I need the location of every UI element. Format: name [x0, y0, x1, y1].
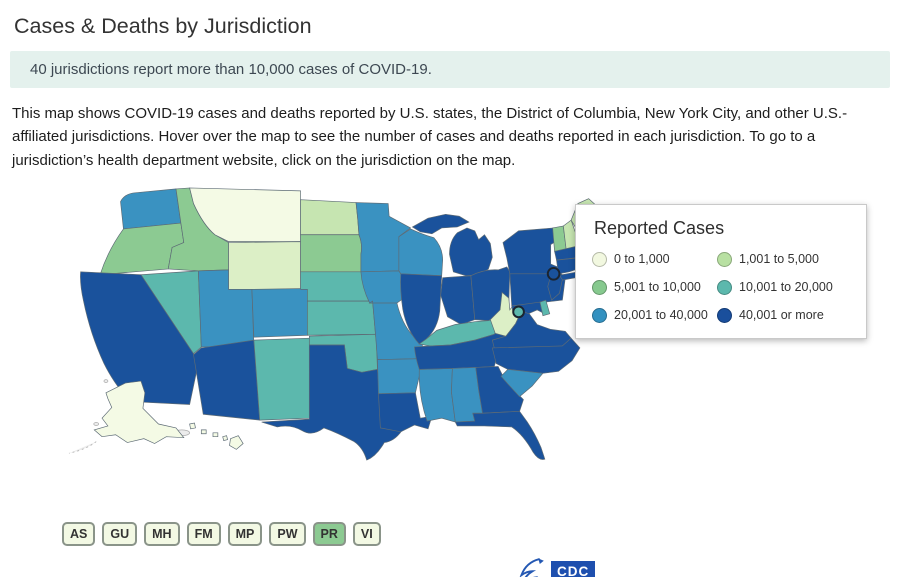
state-missouri[interactable]: [368, 300, 424, 360]
marker-district-of-columbia[interactable]: [512, 305, 525, 318]
legend-item-0: 0 to 1,000: [592, 251, 717, 267]
legend-swatch-icon: [592, 279, 607, 295]
state-georgia[interactable]: [475, 365, 524, 414]
state-wisconsin[interactable]: [398, 228, 444, 276]
state-alaska[interactable]: [93, 380, 185, 444]
legend-swatch-icon: [592, 307, 607, 323]
state-washington[interactable]: [120, 188, 182, 230]
state-michigan-up[interactable]: [411, 213, 470, 234]
map-legend: Reported Cases 0 to 1,000 1,001 to 5,000 5…: [575, 203, 867, 339]
legend-item-label: 40,001 or more: [739, 308, 824, 323]
legend-swatch-icon: [717, 279, 732, 295]
state-hawaii[interactable]: [200, 429, 207, 434]
territory-button-as[interactable]: AS: [62, 521, 96, 546]
state-arkansas[interactable]: [377, 358, 424, 394]
legend-swatch-icon: [592, 251, 607, 267]
state-colorado[interactable]: [251, 287, 308, 338]
state-louisiana[interactable]: [378, 392, 433, 432]
legend-item-label: 1,001 to 5,000: [739, 252, 819, 267]
cdc-logo: CDC: [515, 556, 596, 577]
legend-item-2: 5,001 to 10,000: [592, 279, 717, 295]
legend-item-label: 0 to 1,000: [614, 252, 670, 267]
state-arizona[interactable]: [193, 339, 261, 421]
small-islands: [93, 421, 100, 426]
state-michigan[interactable]: [449, 227, 493, 276]
state-new-mexico[interactable]: [253, 337, 310, 421]
summary-alert-text: 40 jurisdictions report more than 10,000…: [30, 61, 432, 78]
us-choropleth-map: [68, 187, 611, 461]
state-texas[interactable]: [261, 344, 403, 461]
state-south-carolina[interactable]: [500, 368, 544, 397]
territory-button-vi[interactable]: VI: [352, 521, 381, 546]
legend-swatch-icon: [717, 307, 732, 323]
state-iowa[interactable]: [360, 270, 407, 304]
legend-swatch-icon: [717, 251, 732, 267]
hhs-eagle-icon: [519, 557, 544, 577]
legend-item-label: 10,001 to 20,000: [739, 280, 833, 295]
state-north-dakota[interactable]: [300, 199, 360, 235]
legend-title: Reported Cases: [594, 217, 725, 238]
territory-button-row: AS GU MH FM MP PW PR VI: [62, 520, 890, 548]
territory-button-fm[interactable]: FM: [186, 521, 221, 546]
page-title: Cases & Deaths by Jurisdiction: [14, 14, 312, 38]
small-islands: [103, 378, 109, 383]
legend-item-4: 20,001 to 40,000: [592, 307, 717, 323]
map-description: This map shows COVID-19 cases and deaths…: [12, 105, 848, 169]
state-south-dakota[interactable]: [300, 234, 362, 272]
territory-button-pw[interactable]: PW: [269, 521, 306, 546]
state-hawaii[interactable]: [229, 435, 244, 450]
aleutian-islands: [68, 441, 97, 454]
legend-item-label: 5,001 to 10,000: [614, 280, 701, 295]
legend-item-label: 20,001 to 40,000: [614, 308, 708, 323]
territory-button-mp[interactable]: MP: [227, 521, 263, 546]
state-hawaii[interactable]: [212, 432, 219, 437]
legend-item-5: 40,001 or more: [717, 307, 850, 323]
territory-button-mh[interactable]: MH: [144, 521, 180, 546]
territory-button-gu[interactable]: GU: [102, 521, 138, 546]
state-florida[interactable]: [454, 410, 546, 460]
state-hawaii[interactable]: [189, 422, 196, 430]
state-new-york[interactable]: [502, 227, 563, 274]
state-wyoming[interactable]: [228, 241, 301, 290]
state-montana[interactable]: [189, 187, 301, 242]
marker-new-york-city[interactable]: [546, 266, 561, 281]
state-mississippi[interactable]: [418, 367, 456, 423]
territory-button-pr[interactable]: PR: [312, 521, 346, 546]
state-indiana[interactable]: [440, 275, 476, 325]
legend-item-1: 1,001 to 5,000: [717, 251, 850, 267]
state-kansas[interactable]: [307, 300, 376, 336]
legend-item-3: 10,001 to 20,000: [717, 279, 850, 295]
state-north-carolina[interactable]: [491, 337, 581, 374]
summary-alert: 40 jurisdictions report more than 10,000…: [10, 51, 890, 88]
cdc-logo-text: CDC: [551, 561, 596, 577]
map-section: Reported Cases 0 to 1,000 1,001 to 5,000 5…: [10, 186, 890, 508]
legend-grid: 0 to 1,000 1,001 to 5,000 5,001 to 10,000 1…: [592, 251, 850, 323]
state-hawaii[interactable]: [222, 435, 228, 441]
state-illinois[interactable]: [400, 273, 443, 345]
state-delaware[interactable]: [539, 299, 551, 316]
